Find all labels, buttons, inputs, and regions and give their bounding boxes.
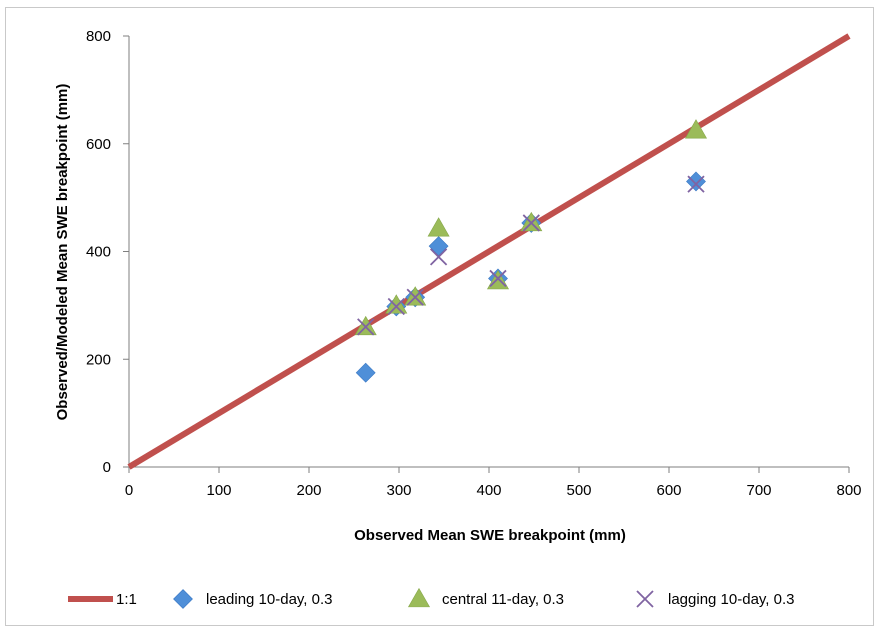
x-tick-label: 100 — [206, 482, 231, 499]
one-to-one-line — [127, 33, 851, 470]
x-marker — [687, 175, 705, 193]
x-axis-title: Observed Mean SWE breakpoint (mm) — [354, 527, 626, 544]
diamond-marker — [355, 362, 376, 383]
legend-item: leading 10-day, 0.3 — [173, 589, 332, 609]
legend-label: 1:1 — [116, 591, 137, 608]
series-central-11-day-0-3 — [354, 119, 708, 336]
x-tick-label: 800 — [836, 482, 861, 499]
triangle-marker — [385, 294, 408, 314]
x-marker — [522, 214, 540, 232]
legend-label: central 11-day, 0.3 — [442, 591, 564, 608]
x-tick-label: 600 — [656, 482, 681, 499]
legend-item: lagging 10-day, 0.3 — [636, 590, 794, 608]
triangle-marker — [404, 286, 427, 306]
diamond-marker — [686, 171, 706, 192]
legend-triangle-marker — [407, 587, 431, 608]
y-axis-title: Observed/Modeled Mean SWE breakpoint (mm… — [54, 84, 71, 421]
series-lagging-10-day-0-3 — [357, 175, 705, 336]
legend-label: leading 10-day, 0.3 — [206, 591, 332, 608]
series-1-1 — [127, 33, 851, 470]
x-tick-label: 0 — [125, 482, 133, 499]
y-tick-label: 0 — [103, 459, 111, 476]
x-axis-ticks: 0 100 200 300 400 500 600 700 800 — [125, 467, 862, 499]
x-marker — [406, 288, 424, 306]
y-tick-label: 600 — [86, 136, 111, 153]
x-marker — [429, 248, 448, 266]
triangle-marker — [427, 217, 450, 237]
x-tick-label: 300 — [386, 482, 411, 499]
legend: 1:1 leading 10-day, 0.3 central 11-day, 0.… — [68, 587, 794, 609]
x-marker — [489, 269, 507, 288]
series-leading-10-day-0-3 — [355, 171, 706, 383]
y-axis-ticks: 0 200 400 600 800 — [86, 28, 129, 476]
x-tick-label: 200 — [296, 482, 321, 499]
triangle-marker — [684, 119, 708, 139]
y-tick-label: 400 — [86, 244, 111, 261]
x-tick-label: 700 — [746, 482, 771, 499]
diamond-marker — [428, 236, 449, 257]
legend-diamond-marker — [173, 589, 193, 609]
triangle-marker — [354, 315, 377, 336]
y-tick-label: 800 — [86, 28, 111, 45]
series-layer — [127, 33, 851, 470]
legend-item: central 11-day, 0.3 — [407, 587, 564, 608]
x-marker — [357, 318, 375, 336]
x-tick-label: 400 — [476, 482, 501, 499]
legend-x-marker — [636, 590, 654, 608]
legend-item: 1:1 — [68, 591, 137, 608]
x-marker — [387, 297, 405, 316]
y-tick-label: 200 — [86, 351, 111, 368]
legend-label: lagging 10-day, 0.3 — [668, 591, 794, 608]
triangle-marker — [520, 211, 543, 232]
x-tick-label: 500 — [566, 482, 591, 499]
